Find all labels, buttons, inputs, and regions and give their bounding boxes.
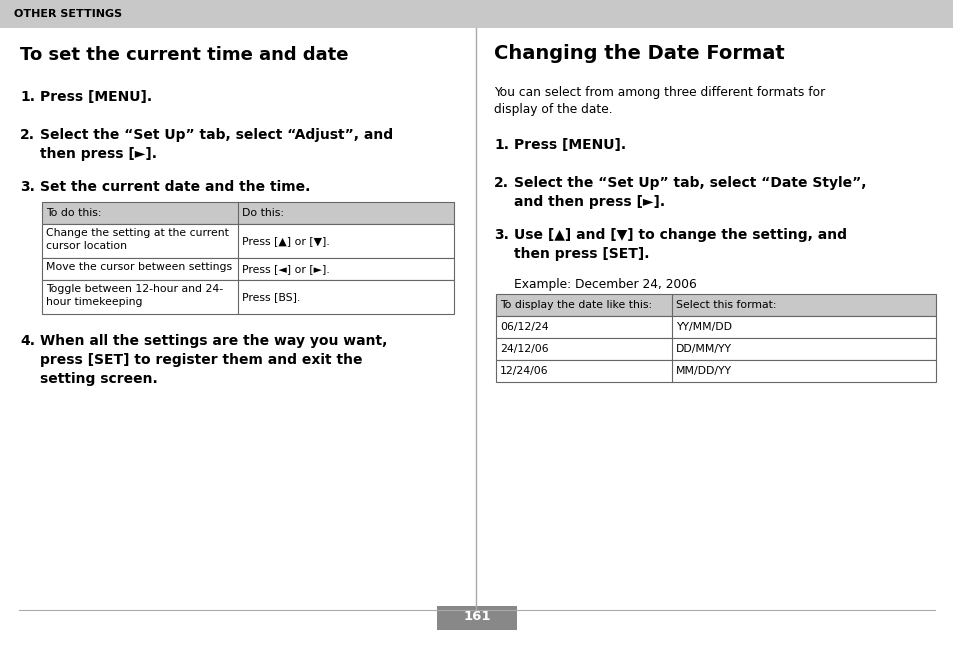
Bar xyxy=(496,338,935,360)
Text: 1.: 1. xyxy=(20,90,35,104)
Text: 3.: 3. xyxy=(20,180,35,194)
Bar xyxy=(496,294,935,316)
Text: To do this:: To do this: xyxy=(46,208,101,218)
Text: 3.: 3. xyxy=(494,228,508,242)
Text: 161: 161 xyxy=(463,609,490,623)
Text: Example: December 24, 2006: Example: December 24, 2006 xyxy=(514,278,696,291)
Text: Press [BS].: Press [BS]. xyxy=(242,292,300,302)
Text: 2.: 2. xyxy=(494,176,509,190)
Text: Select this format:: Select this format: xyxy=(676,300,776,310)
Text: 06/12/24: 06/12/24 xyxy=(499,322,548,332)
Text: YY/MM/DD: YY/MM/DD xyxy=(676,322,731,332)
Text: 1.: 1. xyxy=(494,138,509,152)
Text: Select the “Set Up” tab, select “Adjust”, and
then press [►].: Select the “Set Up” tab, select “Adjust”… xyxy=(40,128,393,161)
Text: Set the current date and the time.: Set the current date and the time. xyxy=(40,180,310,194)
Bar xyxy=(496,360,935,382)
Text: To display the date like this:: To display the date like this: xyxy=(499,300,652,310)
Bar xyxy=(42,224,454,258)
Text: Toggle between 12-hour and 24-
hour timekeeping: Toggle between 12-hour and 24- hour time… xyxy=(46,284,223,307)
Text: You can select from among three different formats for
display of the date.: You can select from among three differen… xyxy=(494,86,824,116)
Text: Press [▲] or [▼].: Press [▲] or [▼]. xyxy=(242,236,330,246)
Text: Move the cursor between settings: Move the cursor between settings xyxy=(46,262,232,272)
Text: Change the setting at the current
cursor location: Change the setting at the current cursor… xyxy=(46,228,229,251)
Text: 12/24/06: 12/24/06 xyxy=(499,366,548,376)
Bar xyxy=(42,258,454,280)
Bar xyxy=(496,316,935,338)
Text: Press [MENU].: Press [MENU]. xyxy=(40,90,152,104)
Bar xyxy=(42,202,454,224)
Text: Press [MENU].: Press [MENU]. xyxy=(514,138,625,152)
Text: To set the current time and date: To set the current time and date xyxy=(20,46,348,64)
Text: 4.: 4. xyxy=(20,334,35,348)
Text: 2.: 2. xyxy=(20,128,35,142)
Bar xyxy=(42,280,454,314)
Text: Press [◄] or [►].: Press [◄] or [►]. xyxy=(242,264,330,274)
Text: OTHER SETTINGS: OTHER SETTINGS xyxy=(14,9,122,19)
Text: Changing the Date Format: Changing the Date Format xyxy=(494,44,784,63)
Text: DD/MM/YY: DD/MM/YY xyxy=(676,344,731,354)
Text: When all the settings are the way you want,
press [SET] to register them and exi: When all the settings are the way you wa… xyxy=(40,334,387,386)
Bar xyxy=(0,0,953,28)
Text: Select the “Set Up” tab, select “Date Style”,
and then press [►].: Select the “Set Up” tab, select “Date St… xyxy=(514,176,865,209)
Bar xyxy=(436,606,517,630)
Text: 24/12/06: 24/12/06 xyxy=(499,344,548,354)
Text: MM/DD/YY: MM/DD/YY xyxy=(676,366,731,376)
Text: Use [▲] and [▼] to change the setting, and
then press [SET].: Use [▲] and [▼] to change the setting, a… xyxy=(514,228,846,261)
Text: Do this:: Do this: xyxy=(242,208,284,218)
